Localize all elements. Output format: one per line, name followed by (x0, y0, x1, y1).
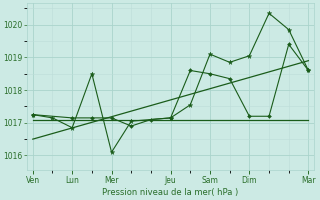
X-axis label: Pression niveau de la mer( hPa ): Pression niveau de la mer( hPa ) (102, 188, 239, 197)
